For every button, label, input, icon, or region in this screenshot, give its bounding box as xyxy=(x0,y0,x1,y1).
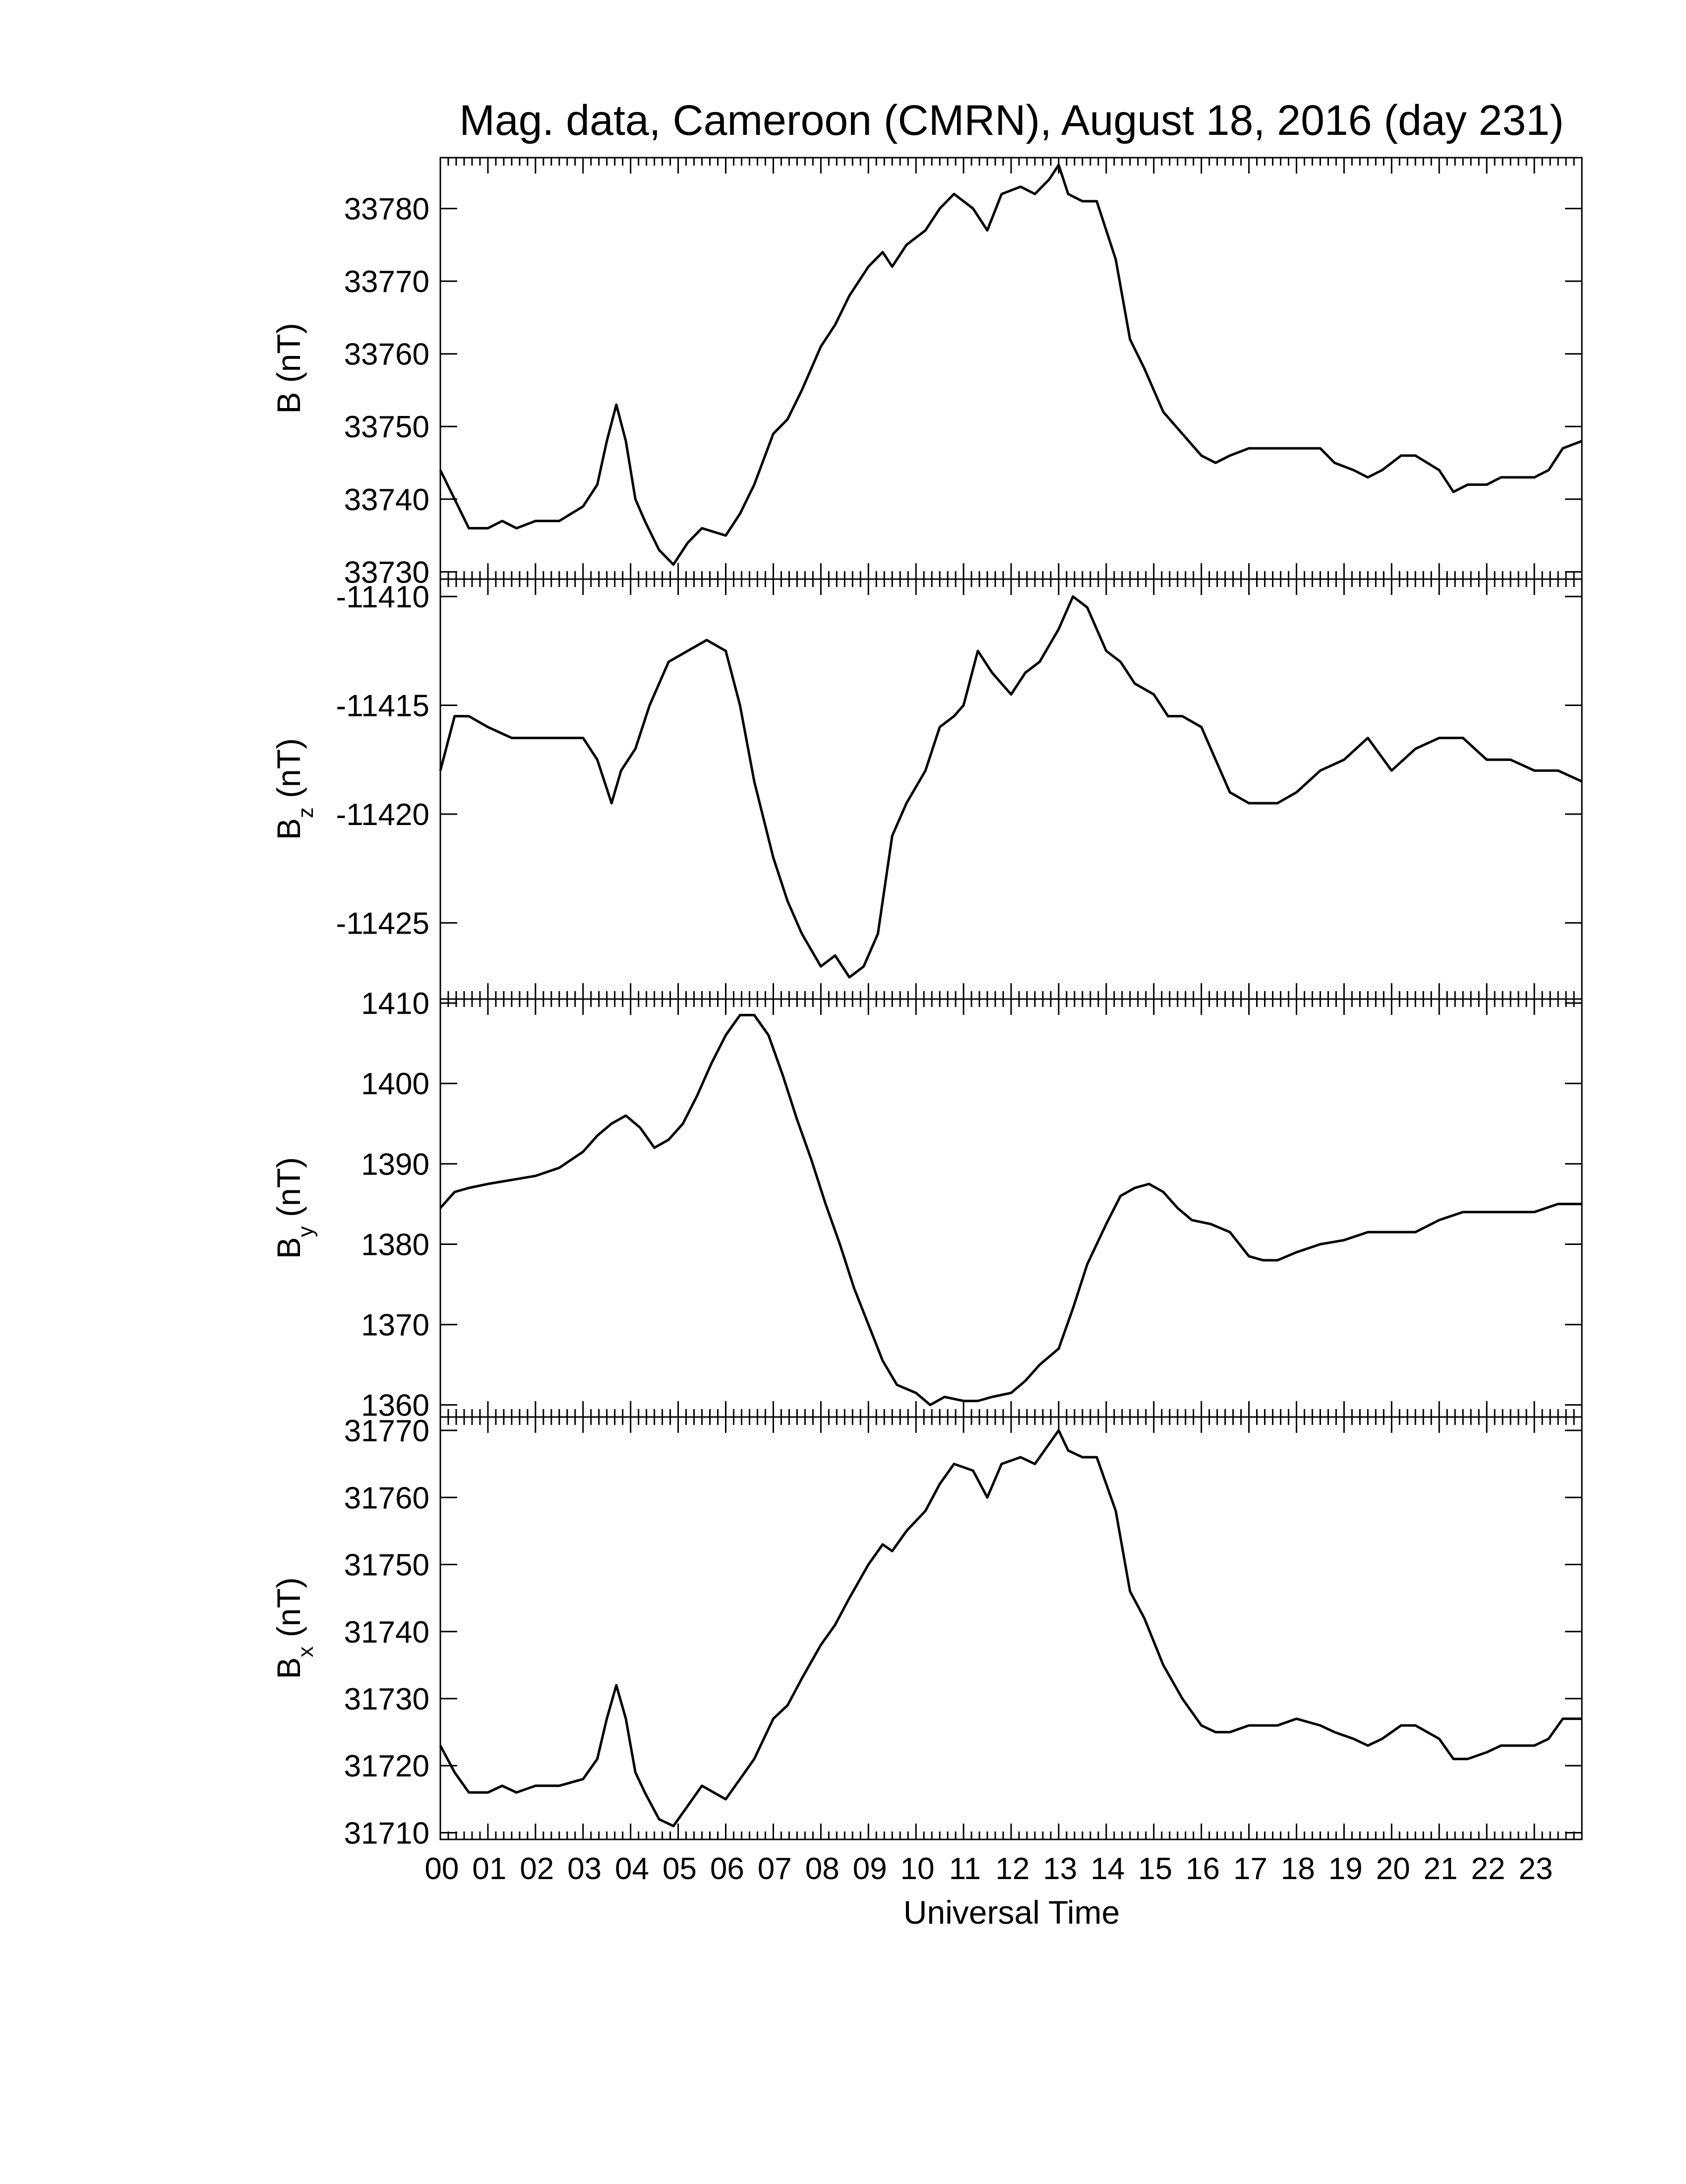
y-tick-label: 31750 xyxy=(344,1548,429,1583)
x-tick-label: 21 xyxy=(1424,1852,1458,1886)
y-tick-label: 33760 xyxy=(344,338,429,372)
x-tick-label: 13 xyxy=(1043,1852,1077,1886)
x-tick-label: 08 xyxy=(805,1852,840,1886)
y-axis-title: Bz (nT) xyxy=(270,738,318,840)
y-axis-title-subscript: y xyxy=(294,1226,318,1237)
panel-frame xyxy=(439,157,1583,580)
y-tick-label: 33750 xyxy=(344,410,429,444)
y-tick-label: 1370 xyxy=(361,1308,429,1343)
x-tick-label: 03 xyxy=(567,1852,602,1886)
x-tick-label: 20 xyxy=(1376,1852,1410,1886)
panel-3: 1360 1370 1380 1390 1400 1410 By (nT) xyxy=(270,987,1583,1423)
y-tick-label: 33780 xyxy=(344,192,429,227)
y-axis-title: By (nT) xyxy=(270,1157,318,1259)
panel-2: -11425 -11420 -11415 -11410 Bz (nT) xyxy=(270,578,1583,1000)
x-tick-label: 14 xyxy=(1090,1852,1125,1886)
y-axis-title-unit: (nT) xyxy=(270,738,307,807)
x-tick-label: 17 xyxy=(1233,1852,1267,1886)
y-tick-label: 31740 xyxy=(344,1615,429,1650)
y-axis-title-unit: (nT) xyxy=(270,1577,307,1646)
x-tick-label: 06 xyxy=(710,1852,744,1886)
y-axis-title: B (nT) xyxy=(270,323,307,413)
y-axis-title-unit: (nT) xyxy=(270,1157,307,1226)
x-tick-label: 22 xyxy=(1471,1852,1505,1886)
y-tick-label: -11420 xyxy=(336,798,429,832)
x-tick-label: 11 xyxy=(949,1852,981,1886)
chart-title: Mag. data, Cameroon (CMRN), August 18, 2… xyxy=(459,97,1564,144)
x-tick-label: 10 xyxy=(901,1852,935,1886)
x-tick-label: 23 xyxy=(1518,1852,1553,1886)
y-tick-label: 33730 xyxy=(344,555,429,590)
y-axis-title-main: B xyxy=(270,1657,307,1679)
y-tick-label: 1380 xyxy=(361,1228,429,1262)
x-tick-label: 02 xyxy=(520,1852,554,1886)
y-tick-label: 1410 xyxy=(361,987,429,1021)
x-axis: 00 01 02 03 04 05 06 07 08 09 10 11 12 13 14 15 16 17 18 19… xyxy=(424,1852,1553,1886)
panel-frame xyxy=(439,998,1583,1418)
y-tick-label: 1390 xyxy=(361,1147,429,1181)
y-tick-label: -11415 xyxy=(336,689,429,723)
y-axis-title-subscript: z xyxy=(294,807,318,818)
y-axis-title-unit: (nT) xyxy=(270,323,307,392)
y-axis-title-subscript: x xyxy=(294,1647,318,1657)
y-axis-title-main: B xyxy=(270,1237,307,1259)
x-tick-label: 09 xyxy=(853,1852,887,1886)
x-axis-title: Universal Time xyxy=(903,1894,1120,1931)
y-tick-label: 31710 xyxy=(344,1816,429,1850)
series-line xyxy=(439,1013,1582,1407)
y-tick-label: 1400 xyxy=(361,1067,429,1101)
x-tick-label: 12 xyxy=(995,1852,1029,1886)
x-tick-label: 01 xyxy=(472,1852,506,1886)
x-tick-label: 15 xyxy=(1138,1852,1172,1886)
y-tick-label: 33770 xyxy=(344,265,429,299)
panel-frame xyxy=(439,578,1583,1000)
y-tick-label: 1360 xyxy=(361,1389,429,1423)
x-tick-label: 16 xyxy=(1186,1852,1220,1886)
panel-frame xyxy=(439,1416,1583,1840)
y-tick-label: 31760 xyxy=(344,1481,429,1515)
y-tick-label: 31770 xyxy=(344,1414,429,1448)
y-axis-title-main: B xyxy=(270,392,307,414)
y-tick-label: 33740 xyxy=(344,483,429,517)
series-line xyxy=(439,1429,1582,1828)
y-tick-label: -11425 xyxy=(336,906,429,941)
series-line xyxy=(439,595,1583,979)
x-tick-label: 04 xyxy=(615,1852,649,1886)
y-tick-label: -11410 xyxy=(336,580,429,614)
x-tick-label: 07 xyxy=(758,1852,792,1886)
y-tick-label: 31730 xyxy=(344,1682,429,1716)
panel-1: 33730 33740 33750 33760 33770 33780 B (nT) xyxy=(270,157,1583,590)
y-axis-title: Bx (nT) xyxy=(270,1577,318,1679)
x-tick-label: 19 xyxy=(1328,1852,1363,1886)
panel-4: 31710 31720 31730 31740 31750 31760 31770 Bx (n… xyxy=(270,1414,1583,1850)
y-tick-label: 31720 xyxy=(344,1749,429,1783)
x-tick-label: 00 xyxy=(424,1852,459,1886)
x-tick-label: 18 xyxy=(1281,1852,1315,1886)
y-axis-title-main: B xyxy=(270,818,307,840)
series-line xyxy=(439,164,1582,566)
x-tick-label: 05 xyxy=(662,1852,697,1886)
